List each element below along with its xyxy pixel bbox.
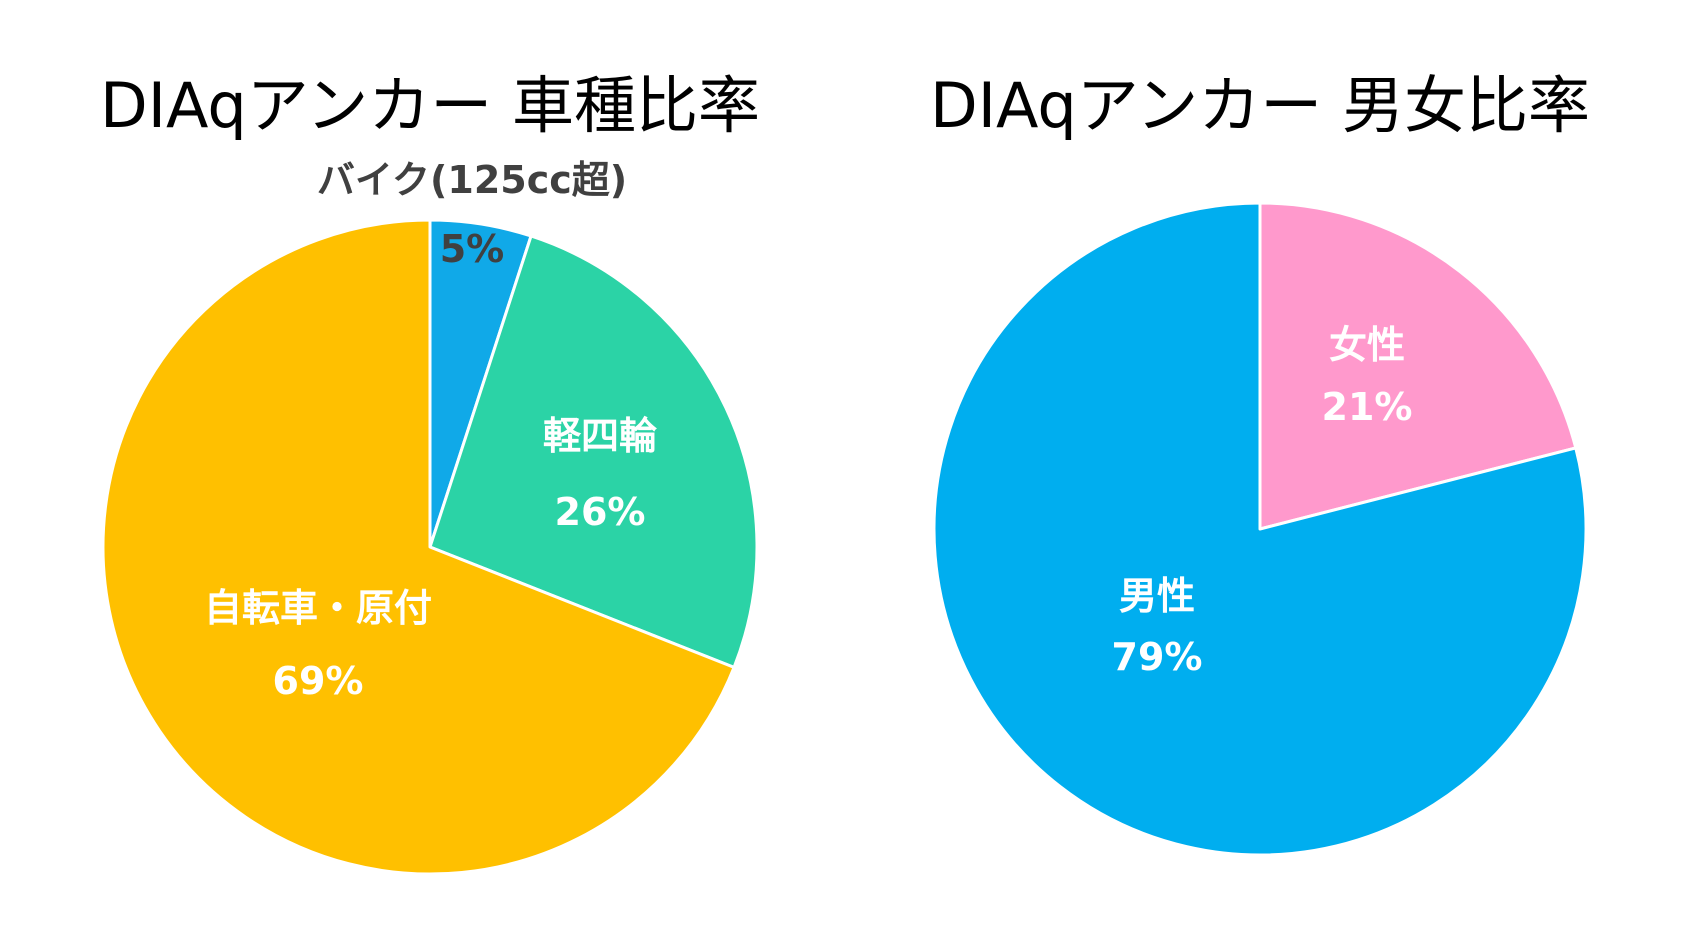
slice-percent-label: 69% <box>273 659 364 703</box>
slice-category-label: 自転車・原付 <box>204 586 432 630</box>
pie-slices <box>101 218 759 876</box>
chart-title: DIAqアンカー 男女比率 <box>930 69 1590 142</box>
pie-slices <box>932 201 1588 857</box>
pie-labels: 女性 21% 男性 79% <box>1112 323 1413 679</box>
slice-percent-label: 21% <box>1322 385 1413 429</box>
slice-percent-label: 5% <box>440 227 505 271</box>
pie-slice-2 <box>932 201 1588 857</box>
vehicle-type-pie-chart: DIAqアンカー 車種比率 バイク(125cc超) 5% 軽四輪 26% 自転車・原付 6… <box>100 69 760 876</box>
chart-title: DIAqアンカー 車種比率 <box>100 69 760 142</box>
slice-category-label: 女性 <box>1329 323 1405 367</box>
slice-percent-label: 79% <box>1112 635 1203 679</box>
pie-slice-3 <box>101 218 736 876</box>
slice-category-label: 軽四輪 <box>543 414 657 458</box>
slice-category-label: 男性 <box>1119 574 1195 618</box>
pie-slice-2 <box>428 234 759 669</box>
pie-labels: バイク(125cc超) 5% 軽四輪 26% 自転車・原付 69% <box>204 158 657 703</box>
gender-pie-chart: DIAqアンカー 男女比率 女性 21% 男性 79% <box>930 69 1590 857</box>
pie-slice-1 <box>1258 201 1578 531</box>
slice-percent-label: 26% <box>555 490 646 534</box>
slice-category-label: バイク(125cc超) <box>317 158 627 202</box>
